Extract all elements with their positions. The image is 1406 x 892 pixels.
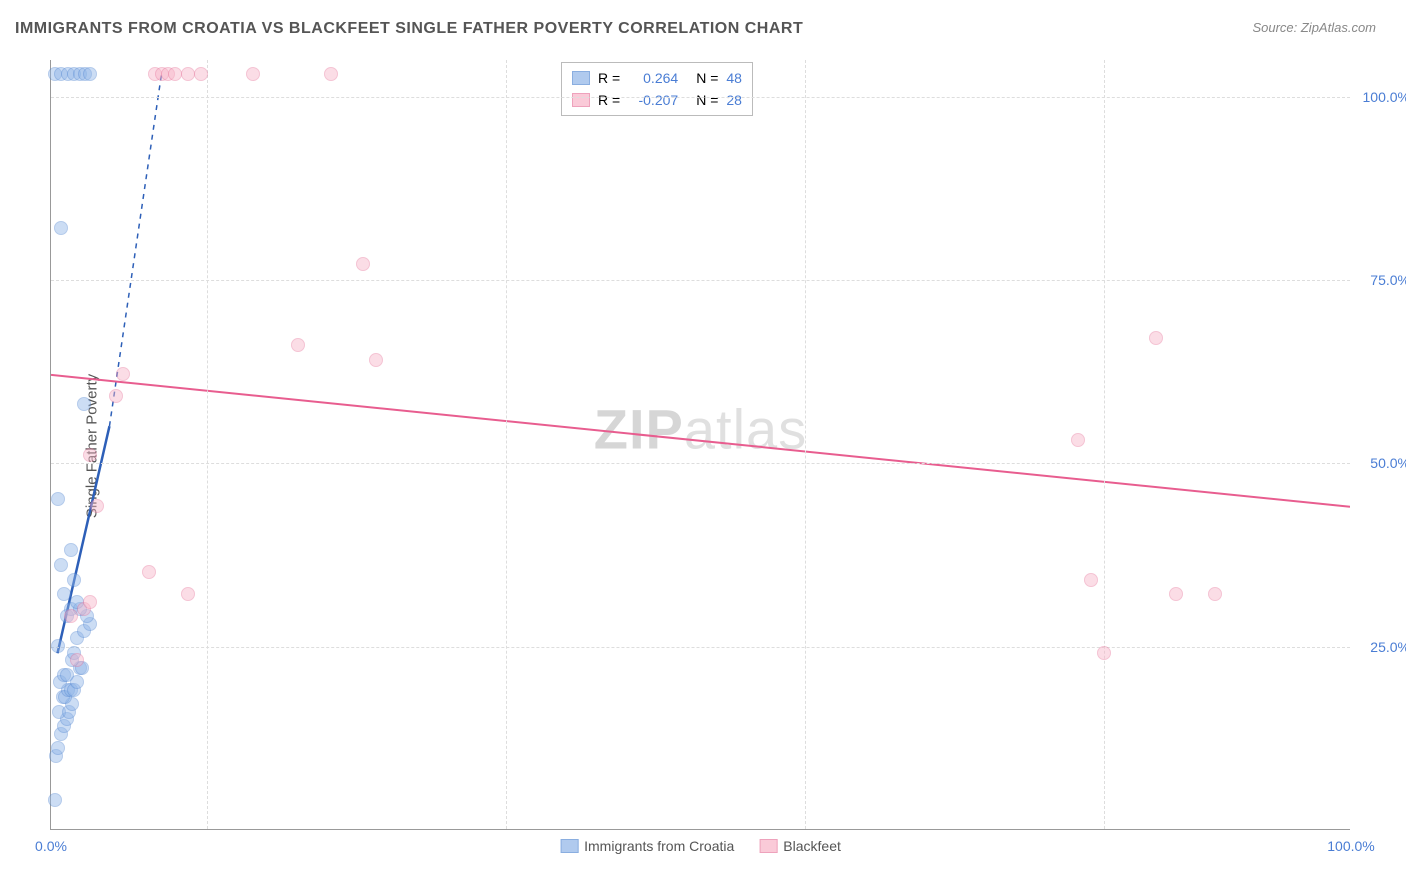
ytick-label: 25.0% (1370, 639, 1406, 655)
ytick-label: 100.0% (1363, 89, 1406, 105)
scatter-point (67, 573, 81, 587)
source-attribution: Source: ZipAtlas.com (1252, 20, 1376, 35)
scatter-point (291, 338, 305, 352)
watermark: ZIPatlas (594, 397, 807, 462)
scatter-point (1149, 331, 1163, 345)
scatter-point (194, 67, 208, 81)
swatch-bottom-1 (560, 839, 578, 853)
legend-n-value-2: 28 (726, 89, 742, 111)
legend-row-series-1: R = 0.264 N = 48 (572, 67, 742, 89)
swatch-series-1 (572, 71, 590, 85)
gridline-vertical (805, 60, 806, 829)
legend-n-label-1: N = (696, 67, 718, 89)
gridline-vertical (207, 60, 208, 829)
gridline-vertical (506, 60, 507, 829)
gridline-horizontal (51, 97, 1350, 98)
scatter-point (369, 353, 383, 367)
scatter-point (116, 367, 130, 381)
legend-r-value-2: -0.207 (628, 89, 678, 111)
scatter-point (142, 565, 156, 579)
scatter-point (181, 587, 195, 601)
scatter-point (1071, 433, 1085, 447)
swatch-bottom-2 (759, 839, 777, 853)
scatter-point (51, 492, 65, 506)
scatter-point (54, 221, 68, 235)
scatter-point (90, 499, 104, 513)
scatter-point (1084, 573, 1098, 587)
scatter-point (1097, 646, 1111, 660)
watermark-atlas: atlas (684, 398, 807, 461)
scatter-point (64, 609, 78, 623)
legend-r-label-2: R = (598, 89, 620, 111)
scatter-point (246, 67, 260, 81)
gridline-vertical (1104, 60, 1105, 829)
xtick-label: 100.0% (1327, 838, 1374, 854)
scatter-point (1169, 587, 1183, 601)
scatter-point (83, 595, 97, 609)
scatter-point (109, 389, 123, 403)
scatter-point (324, 67, 338, 81)
watermark-zip: ZIP (594, 398, 684, 461)
scatter-point (60, 668, 74, 682)
scatter-point (54, 558, 68, 572)
trend-lines-layer (51, 60, 1350, 829)
legend-r-label-1: R = (598, 67, 620, 89)
legend-item-series-2: Blackfeet (759, 838, 841, 854)
scatter-point (77, 397, 91, 411)
scatter-point (168, 67, 182, 81)
xtick-label: 0.0% (35, 838, 67, 854)
scatter-point (57, 587, 71, 601)
scatter-point (51, 741, 65, 755)
legend-item-series-1: Immigrants from Croatia (560, 838, 734, 854)
scatter-point (70, 653, 84, 667)
correlation-legend: R = 0.264 N = 48 R = -0.207 N = 28 (561, 62, 753, 116)
scatter-point (356, 257, 370, 271)
legend-r-value-1: 0.264 (628, 67, 678, 89)
legend-n-value-1: 48 (726, 67, 742, 89)
swatch-series-2 (572, 93, 590, 107)
chart-title: IMMIGRANTS FROM CROATIA VS BLACKFEET SIN… (15, 20, 803, 38)
series-legend: Immigrants from Croatia Blackfeet (560, 838, 841, 854)
ytick-label: 75.0% (1370, 272, 1406, 288)
gridline-horizontal (51, 280, 1350, 281)
gridline-horizontal (51, 463, 1350, 464)
gridline-horizontal (51, 647, 1350, 648)
scatter-point (48, 793, 62, 807)
legend-row-series-2: R = -0.207 N = 28 (572, 89, 742, 111)
scatter-point (1208, 587, 1222, 601)
legend-label-1: Immigrants from Croatia (584, 838, 734, 854)
scatter-point (64, 543, 78, 557)
ytick-label: 50.0% (1370, 455, 1406, 471)
legend-n-label-2: N = (696, 89, 718, 111)
trend-line (51, 375, 1350, 507)
scatter-point (51, 639, 65, 653)
chart-plot-area: ZIPatlas R = 0.264 N = 48 R = -0.207 N =… (50, 60, 1350, 830)
legend-label-2: Blackfeet (783, 838, 841, 854)
scatter-point (83, 67, 97, 81)
scatter-point (181, 67, 195, 81)
scatter-point (83, 448, 97, 462)
